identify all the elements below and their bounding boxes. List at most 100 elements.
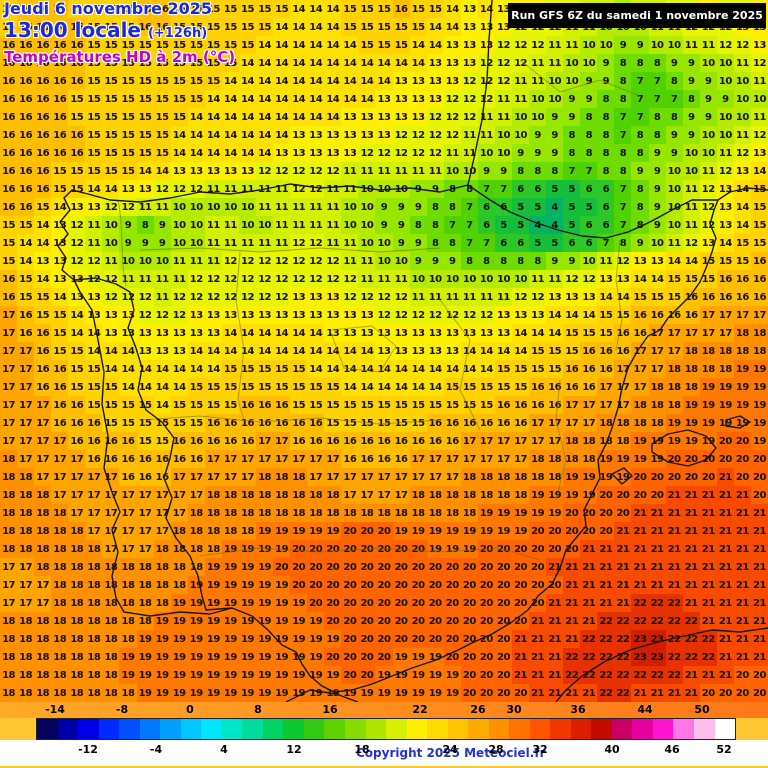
temp-value-cell: 8: [597, 144, 615, 162]
temp-value-cell: 15: [102, 396, 120, 414]
temp-value-cell: 21: [682, 504, 700, 522]
temp-value-cell: 11: [682, 36, 700, 54]
temp-value-cell: 14: [221, 108, 239, 126]
temp-value-cell: 15: [358, 414, 376, 432]
temp-value-cell: 11: [375, 270, 393, 288]
temp-value-cell: 19: [204, 576, 222, 594]
temp-value-cell: 16: [17, 198, 35, 216]
temp-value-cell: 11: [409, 288, 427, 306]
temp-value-cell: 17: [68, 486, 86, 504]
temp-value-cell: 19: [699, 432, 717, 450]
temp-value-cell: 20: [290, 540, 308, 558]
temp-value-cell: 14: [358, 342, 376, 360]
temp-value-cell: 12: [443, 108, 461, 126]
temp-value-cell: 20: [494, 630, 512, 648]
temp-value-cell: 22: [580, 648, 598, 666]
temp-value-cell: 4: [529, 216, 547, 234]
temp-value-cell: 14: [119, 360, 137, 378]
temp-value-cell: 19: [187, 630, 205, 648]
temp-value-cell: 15: [614, 306, 632, 324]
temp-value-cell: 21: [580, 612, 598, 630]
temp-value-cell: 11: [273, 180, 291, 198]
temp-value-cell: 17: [102, 522, 120, 540]
temp-value-cell: 8: [648, 54, 666, 72]
color-scale-segment: [262, 719, 284, 739]
temp-value-cell: 10: [716, 72, 734, 90]
temp-value-cell: 10: [665, 162, 683, 180]
temp-value-cell: 20: [716, 432, 734, 450]
temp-value-cell: 15: [238, 18, 256, 36]
temp-value-cell: 20: [324, 576, 342, 594]
temp-value-cell: 16: [34, 90, 52, 108]
temp-value-cell: 16: [443, 432, 461, 450]
temp-value-cell: 11: [204, 180, 222, 198]
temp-value-cell: 9: [648, 144, 666, 162]
temp-value-cell: 23: [648, 630, 666, 648]
temp-value-cell: 21: [699, 558, 717, 576]
temp-value-cell: 20: [290, 558, 308, 576]
temp-value-cell: 16: [256, 414, 274, 432]
temp-value-cell: 15: [682, 270, 700, 288]
temp-value-cell: 19: [221, 612, 239, 630]
temp-value-cell: 20: [494, 576, 512, 594]
temp-value-cell: 7: [494, 180, 512, 198]
temp-value-cell: 21: [665, 558, 683, 576]
temp-value-cell: 19: [273, 630, 291, 648]
temp-value-cell: 17: [153, 486, 171, 504]
temp-value-cell: 12: [221, 270, 239, 288]
temp-value-cell: 14: [256, 90, 274, 108]
temp-value-cell: 18: [699, 360, 717, 378]
temp-value-cell: 18: [341, 504, 359, 522]
temp-value-cell: 11: [494, 90, 512, 108]
temp-value-cell: 7: [648, 72, 666, 90]
temp-value-cell: 8: [614, 144, 632, 162]
temp-value-cell: 17: [392, 486, 410, 504]
temp-value-cell: 15: [153, 414, 171, 432]
temp-value-cell: 15: [136, 144, 154, 162]
temp-value-cell: 19: [238, 594, 256, 612]
temp-value-cell: 14: [358, 72, 376, 90]
temp-value-cell: 18: [529, 450, 547, 468]
temp-value-cell: 16: [187, 450, 205, 468]
temp-value-cell: 16: [0, 288, 18, 306]
temp-value-cell: 21: [733, 486, 751, 504]
temp-value-cell: 19: [153, 666, 171, 684]
temp-value-cell: 22: [614, 630, 632, 648]
temp-value-cell: 16: [34, 180, 52, 198]
temp-value-cell: 10: [153, 252, 171, 270]
temp-value-cell: 20: [631, 468, 649, 486]
temp-value-cell: 19: [256, 540, 274, 558]
temp-value-cell: 21: [699, 612, 717, 630]
color-scale-segment: [611, 719, 633, 739]
temp-value-cell: 20: [460, 648, 478, 666]
temp-value-cell: 15: [563, 324, 581, 342]
temp-value-cell: 18: [51, 522, 69, 540]
temp-value-cell: 19: [256, 594, 274, 612]
temp-value-cell: 16: [68, 432, 86, 450]
temp-value-cell: 12: [426, 108, 444, 126]
temp-value-cell: 16: [494, 396, 512, 414]
color-scale-segment: [242, 719, 263, 739]
temp-value-cell: 18: [546, 450, 564, 468]
temp-value-cell: 16: [17, 36, 35, 54]
temp-value-cell: 14: [341, 90, 359, 108]
temp-value-cell: 12: [256, 252, 274, 270]
temp-value-cell: 13: [307, 126, 325, 144]
temp-value-cell: 16: [51, 108, 69, 126]
color-scale-segment: [529, 719, 551, 739]
temp-value-cell: 19: [290, 630, 308, 648]
temp-value-cell: 15: [136, 414, 154, 432]
temp-value-cell: 20: [494, 684, 512, 702]
temp-value-cell: 19: [512, 522, 530, 540]
temp-value-cell: 14: [221, 90, 239, 108]
temp-value-cell: 20: [426, 558, 444, 576]
temp-value-cell: 7: [460, 234, 478, 252]
temp-value-cell: 17: [119, 486, 137, 504]
temp-value-cell: 21: [648, 522, 666, 540]
temp-value-cell: 19: [256, 666, 274, 684]
temp-value-cell: 18: [17, 468, 35, 486]
temp-value-cell: 16: [341, 450, 359, 468]
temp-value-cell: 15: [102, 414, 120, 432]
temp-value-cell: 21: [682, 594, 700, 612]
temp-value-cell: 19: [375, 666, 393, 684]
